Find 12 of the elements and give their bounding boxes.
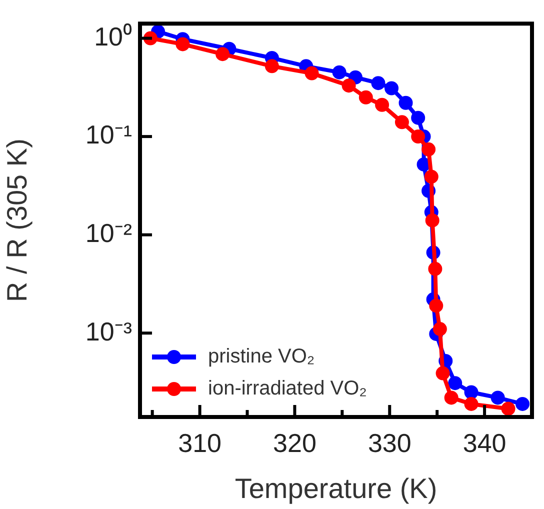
y-tick-label: 10⁻² bbox=[85, 218, 132, 248]
x-axis-title: Temperature (K) bbox=[234, 472, 438, 504]
x-tick-label: 340 bbox=[462, 428, 506, 458]
legend-label: pristine VO₂ bbox=[208, 346, 315, 368]
y-tick-label: 10⁻³ bbox=[85, 316, 132, 346]
legend-label: ion-irradiated VO₂ bbox=[208, 378, 367, 400]
x-tick-label: 310 bbox=[178, 428, 222, 458]
y-tick-label: 10⁻¹ bbox=[85, 120, 132, 150]
y-tick-label: 10⁰ bbox=[94, 21, 132, 52]
x-tick-label: 330 bbox=[368, 428, 412, 458]
x-tick-label: 320 bbox=[273, 428, 316, 458]
y-axis-title: R / R (305 K) bbox=[2, 138, 33, 302]
